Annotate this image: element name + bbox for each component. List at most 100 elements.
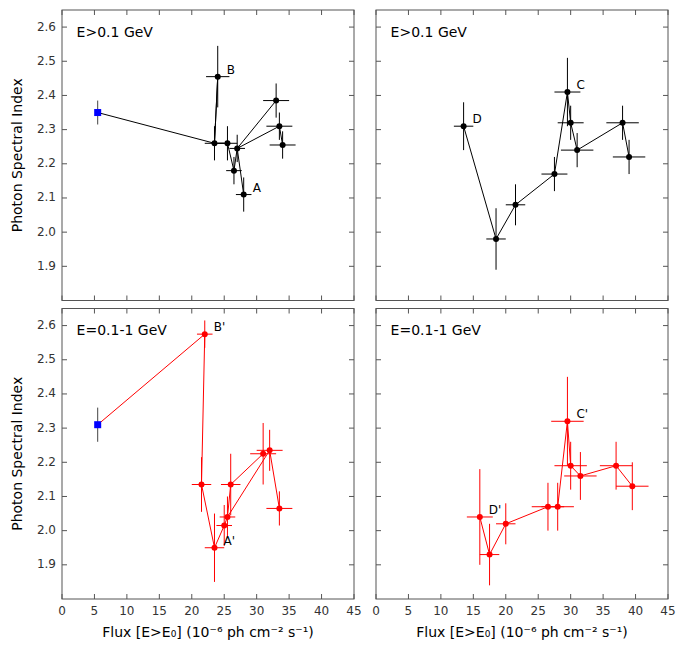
y-tick	[663, 27, 668, 28]
y-tick	[663, 163, 668, 164]
x-tick	[159, 10, 160, 15]
y-tick	[663, 428, 668, 429]
y-tick	[376, 462, 381, 463]
x-tick	[159, 309, 160, 314]
y-axis-label: Photon Spectral Index	[9, 377, 25, 531]
y-tick	[349, 393, 354, 394]
y-tick	[62, 266, 67, 267]
y-tick	[62, 163, 67, 164]
y-tick	[62, 359, 67, 360]
x-tick	[538, 594, 539, 599]
point	[202, 331, 208, 337]
x-tick-label: 40	[314, 604, 329, 618]
panel-title: E=0.1-1 GeV	[391, 322, 482, 338]
point-label: D	[473, 112, 482, 126]
y-tick	[663, 393, 668, 394]
x-tick	[256, 594, 257, 599]
y-tick-label: 2.2	[37, 455, 56, 469]
x-tick	[635, 10, 636, 15]
point	[241, 192, 247, 198]
x-tick	[505, 10, 506, 15]
x-tick	[289, 10, 290, 15]
x-axis-label: Flux [E>E₀] (10⁻⁶ ph cm⁻² s⁻¹)	[102, 624, 313, 640]
x-tick	[440, 10, 441, 15]
y-tick-label: 2.4	[37, 88, 56, 102]
panel-title: E>0.1 GeV	[77, 24, 154, 40]
y-tick	[376, 232, 381, 233]
x-tick-label: 5	[405, 604, 413, 618]
x-tick	[256, 296, 257, 301]
point	[234, 145, 240, 151]
x-tick	[505, 594, 506, 599]
y-tick	[62, 462, 67, 463]
plot-background	[62, 10, 354, 301]
point-label: A	[253, 181, 262, 195]
x-tick	[126, 309, 127, 314]
y-tick-label: 2.1	[37, 190, 56, 204]
y-tick	[62, 61, 67, 62]
point	[568, 120, 574, 126]
plot-background	[376, 10, 668, 301]
y-tick	[62, 325, 67, 326]
x-tick	[635, 309, 636, 314]
x-tick-label: 45	[346, 604, 361, 618]
point	[477, 514, 483, 520]
y-tick	[376, 428, 381, 429]
x-tick	[126, 10, 127, 15]
y-tick	[62, 95, 67, 96]
x-tick-label: 10	[433, 604, 448, 618]
x-tick	[321, 296, 322, 301]
point	[487, 552, 493, 558]
x-tick	[473, 10, 474, 15]
point	[626, 154, 632, 160]
x-tick	[126, 296, 127, 301]
point	[613, 463, 619, 469]
x-tick-label: 10	[119, 604, 134, 618]
x-tick	[191, 296, 192, 301]
y-tick	[376, 95, 381, 96]
x-tick-label: 30	[563, 604, 578, 618]
y-tick	[349, 530, 354, 531]
y-tick	[62, 27, 67, 28]
y-tick	[663, 61, 668, 62]
x-tick	[635, 594, 636, 599]
x-tick	[159, 594, 160, 599]
panel: DCE>0.1 GeV	[376, 10, 668, 301]
y-tick	[349, 61, 354, 62]
point	[555, 504, 561, 510]
x-tick	[635, 296, 636, 301]
x-tick	[570, 594, 571, 599]
y-tick-label: 2.6	[37, 318, 56, 332]
connection-line	[227, 450, 279, 517]
chart: 1.92.02.12.22.32.42.52.6BAE>0.1 GeVPhoto…	[0, 0, 678, 651]
point	[503, 521, 509, 527]
point	[280, 142, 286, 148]
point	[629, 483, 635, 489]
y-tick-label: 2.3	[37, 421, 56, 435]
point-label: B'	[214, 320, 226, 334]
y-tick	[349, 462, 354, 463]
y-tick-label: 2.0	[37, 225, 56, 239]
point	[215, 74, 221, 80]
x-tick	[224, 594, 225, 599]
connection-line	[202, 334, 231, 548]
plot-frame	[376, 10, 668, 301]
connection-line	[480, 421, 632, 554]
point	[513, 202, 519, 208]
y-tick	[376, 393, 381, 394]
connection-line	[237, 101, 276, 149]
x-tick	[603, 10, 604, 15]
point-label: C	[576, 78, 584, 92]
y-tick	[663, 266, 668, 267]
panel: 051015202530354045D'C'E=0.1-1 GeVFlux [E…	[372, 309, 675, 641]
x-tick	[603, 594, 604, 599]
x-tick	[256, 309, 257, 314]
x-tick	[408, 10, 409, 15]
y-tick	[376, 61, 381, 62]
point-label: B	[227, 63, 235, 77]
x-tick	[473, 594, 474, 599]
x-tick	[224, 309, 225, 314]
point	[224, 514, 230, 520]
y-tick-label: 1.9	[37, 557, 56, 571]
y-tick	[376, 266, 381, 267]
